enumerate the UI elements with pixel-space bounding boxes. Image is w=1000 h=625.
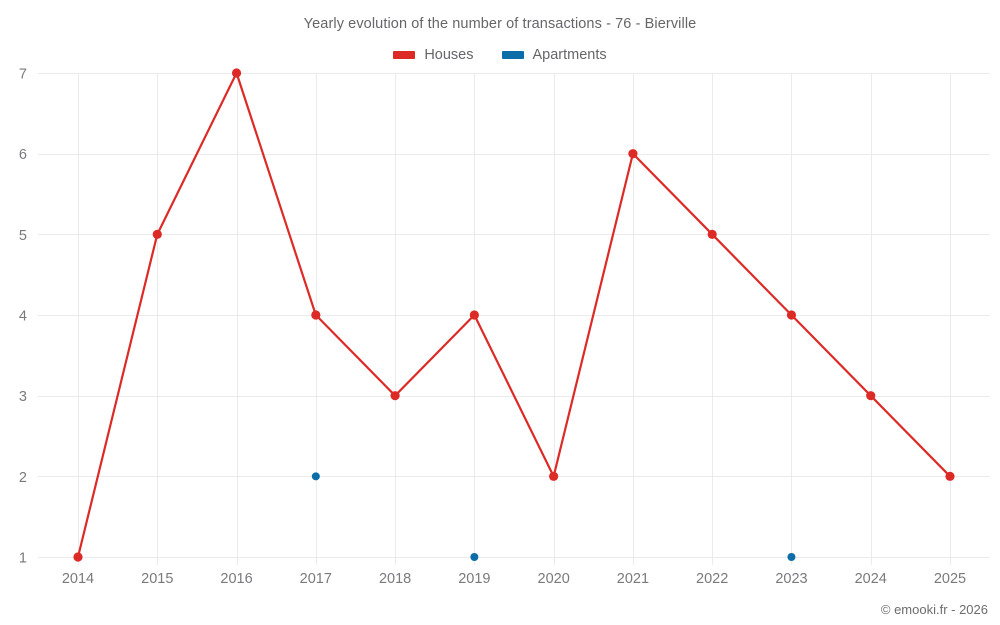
data-point-houses[interactable]	[549, 471, 559, 481]
y-axis-tick-label: 7	[19, 67, 27, 83]
data-point-houses[interactable]	[786, 310, 797, 320]
y-axis-ticks: 1 2 3 4 5 6 7	[19, 67, 27, 567]
x-axis-tick-label: 2016	[220, 571, 252, 587]
data-point-houses[interactable]	[628, 149, 638, 159]
data-point-houses[interactable]	[390, 391, 400, 401]
data-point-apartments[interactable]	[470, 553, 479, 561]
data-point-houses[interactable]	[311, 310, 321, 320]
legend-swatch-apartments	[501, 51, 524, 59]
y-axis-tick-label: 1	[19, 551, 27, 567]
copyright-footer: © emooki.fr - 2026	[880, 602, 988, 617]
data-point-houses[interactable]	[73, 552, 83, 562]
x-axis-tick-label: 2015	[141, 571, 173, 587]
chart-legend: Houses Apartments	[0, 44, 1000, 66]
x-axis-tick-label: 2019	[458, 571, 490, 587]
data-point-houses[interactable]	[152, 229, 162, 239]
data-point-apartments[interactable]	[311, 472, 320, 481]
y-axis-tick-label: 5	[19, 228, 27, 244]
x-axis-tick-label: 2022	[696, 571, 728, 587]
data-series	[73, 68, 955, 562]
x-axis-tick-label: 2023	[775, 571, 807, 587]
x-axis-tick-label: 2014	[62, 571, 94, 587]
legend-label-apartments: Apartments	[532, 47, 607, 63]
data-point-houses[interactable]	[945, 471, 955, 481]
gridlines	[38, 73, 990, 565]
y-axis-tick-label: 4	[19, 309, 27, 325]
x-axis-tick-label: 2017	[300, 571, 332, 587]
data-point-apartments[interactable]	[787, 553, 796, 561]
data-point-houses[interactable]	[231, 68, 242, 78]
x-axis-tick-label: 2018	[379, 571, 411, 587]
y-axis-tick-label: 3	[19, 389, 27, 405]
chart-title: Yearly evolution of the number of transa…	[303, 16, 697, 32]
y-axis-tick-label: 2	[19, 470, 27, 486]
y-axis-tick-label: 6	[19, 147, 27, 163]
legend-swatch-houses	[393, 51, 416, 59]
x-axis-tick-label: 2025	[934, 571, 966, 587]
legend-item-houses[interactable]: Houses	[393, 47, 474, 63]
x-axis-ticks: 2014 2015 2016 2017 2018 2019 2020 2021 2022 2023…	[62, 571, 966, 587]
data-point-houses[interactable]	[866, 391, 876, 401]
data-point-houses[interactable]	[469, 310, 479, 320]
x-axis-tick-label: 2021	[617, 571, 649, 587]
legend-item-apartments[interactable]: Apartments	[501, 47, 607, 63]
x-axis-tick-label: 2020	[538, 571, 570, 587]
series-line-houses	[76, 71, 952, 559]
x-axis-tick-label: 2024	[855, 571, 887, 587]
data-point-houses[interactable]	[707, 229, 717, 239]
legend-label-houses: Houses	[424, 47, 474, 63]
